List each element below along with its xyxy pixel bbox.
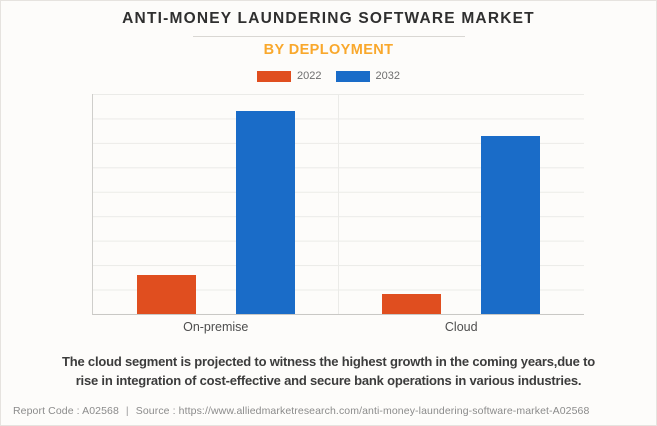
description-line-2: rise in integration of cost-effective an… <box>75 373 582 388</box>
chart-title: ANTI-MONEY LAUNDERING SOFTWARE MARKET <box>122 10 535 27</box>
legend-label-2032: 2032 <box>375 70 400 82</box>
bar-2032-cloud[interactable] <box>481 135 541 314</box>
legend-swatch-2032-icon <box>335 70 370 82</box>
legend: 2022 2032 <box>1 70 656 82</box>
bar-2022-on-premise[interactable] <box>136 274 196 314</box>
category-label-cloud: Cloud <box>444 320 478 334</box>
description-line-1: The cloud segment is projected to witnes… <box>61 354 595 369</box>
footer-separator: | <box>125 405 129 417</box>
plot-area: On-premise Cloud <box>92 94 584 334</box>
source-url: Source : https://www.alliedmarketresearc… <box>135 405 590 417</box>
legend-label-2022: 2022 <box>297 70 322 82</box>
legend-item-2022: 2022 <box>257 70 322 82</box>
footer: Report Code : A02568 | Source : https://ww… <box>13 405 589 417</box>
chart-subtitle: BY DEPLOYMENT <box>263 42 394 58</box>
category-divider-gridline <box>338 94 339 314</box>
legend-item-2032: 2032 <box>335 70 400 82</box>
bar-2032-on-premise[interactable] <box>235 111 295 314</box>
bar-2022-cloud[interactable] <box>382 294 442 314</box>
title-underline <box>192 36 465 37</box>
category-label-on-premise: On-premise <box>183 320 249 334</box>
legend-swatch-2022-icon <box>257 70 292 82</box>
report-code: Report Code : A02568 <box>13 405 119 417</box>
chart-description: The cloud segment is projected to witnes… <box>1 352 656 390</box>
